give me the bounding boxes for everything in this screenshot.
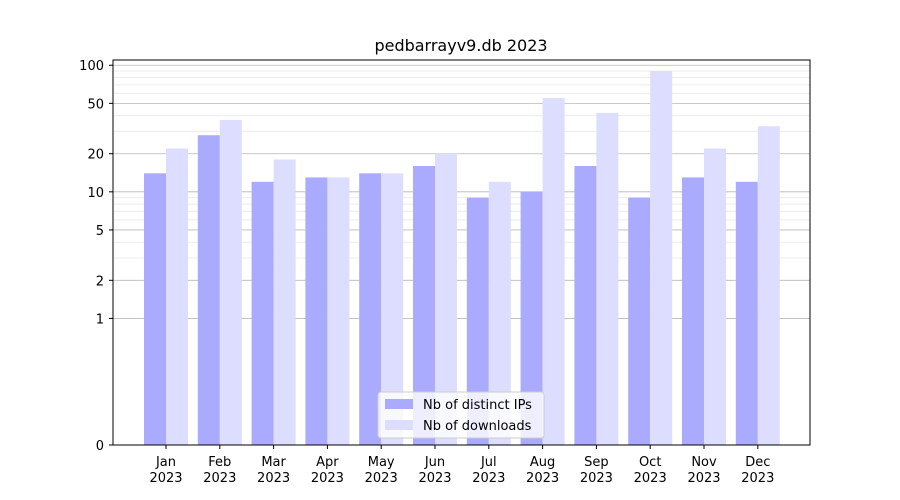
legend-swatch [385,399,413,409]
bar-downloads [596,112,619,446]
y-tick-label: 1 [96,312,104,327]
y-tick-label: 2 [96,274,104,289]
y-tick-label: 50 [87,97,104,112]
legend: Nb of distinct IPs Nb of downloads [377,391,545,439]
bar-distinct-ips [251,181,274,445]
x-tick-label: Mar 2023 [257,455,290,486]
legend-label: Nb of distinct IPs [423,398,532,413]
bar-downloads [166,148,188,445]
bar-distinct-ips [682,177,704,446]
bar-downloads [488,181,511,445]
bar-downloads [542,98,565,445]
y-axis: 0 1 2 5 10 20 50 100 [79,59,113,454]
bar-distinct-ips [413,165,435,446]
bar-distinct-ips [466,197,489,445]
bar-downloads [273,159,296,445]
y-tick-label: 5 [96,224,104,239]
y-tick-label: 10 [87,186,104,201]
bar-distinct-ips [735,181,758,445]
bar-distinct-ips [197,135,220,445]
chart-title: pedbarrayv9.db 2023 [374,36,547,55]
x-tick-label: May 2023 [365,455,398,486]
x-tick-label: Jul 2023 [472,455,505,486]
x-tick-label: Jan 2023 [149,455,182,486]
bar-distinct-ips [574,165,597,446]
bar-downloads [381,173,404,445]
x-tick-label: Apr 2023 [311,455,344,486]
bar-distinct-ips [305,177,328,446]
bar-downloads [435,153,457,446]
y-tick-label: 20 [87,148,104,163]
x-tick-label: Oct 2023 [634,455,667,486]
bar-downloads [650,71,673,446]
y-tick-label: 100 [79,59,104,74]
x-axis: Jan 2023 Feb 2023 Mar 2023 Apr 2023 May 2023 Jun 20… [149,445,774,486]
legend-box [377,391,545,439]
x-tick-label: Jun 2023 [418,455,451,486]
bar-downloads [704,148,726,445]
bar-downloads [219,119,242,445]
bar-distinct-ips [628,197,651,445]
legend-label: Nb of downloads [423,419,532,434]
bar-distinct-ips [520,191,543,445]
bar-downloads [757,126,780,446]
plot-frame [112,59,811,446]
y-tick-label: 0 [96,439,104,454]
x-tick-label: Aug 2023 [526,455,559,486]
x-tick-label: Feb 2023 [203,455,236,486]
x-tick-label: Sep 2023 [580,455,613,486]
bar-distinct-ips [144,173,166,445]
x-tick-label: Dec 2023 [741,455,774,486]
bar-downloads [327,177,350,446]
bars [144,71,780,446]
bar-distinct-ips [359,173,382,445]
legend-swatch [385,420,413,430]
x-tick-label: Nov 2023 [687,455,720,486]
